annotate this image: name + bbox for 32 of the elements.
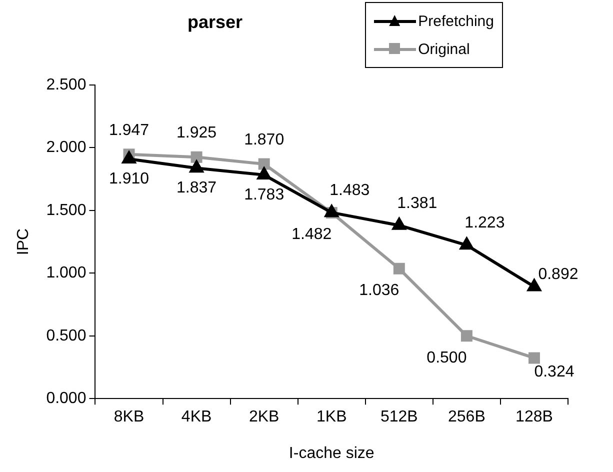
data-label: 1.483 [330,182,370,199]
x-tick-label: 8KB [114,408,144,426]
y-axis-title: IPC [15,228,32,256]
x-tick-label: 512B [380,408,418,426]
y-tick-label: 0.500 [46,327,86,344]
x-axis-title: I-cache size [288,444,374,462]
data-label: 1.381 [397,194,438,212]
y-tick-label: 1.500 [46,202,86,219]
data-label: 1.947 [108,122,150,139]
data-label: 0.892 [538,266,578,284]
data-label: 1.783 [244,186,284,204]
y-tick-label: 2.000 [46,139,86,156]
data-label: 1.837 [176,180,217,197]
data-label: 1.925 [176,124,217,142]
y-tick-label: 0.000 [46,390,86,408]
data-label: 1.910 [108,170,150,188]
y-tick-label: 2.500 [46,76,86,94]
x-tick-label: 128B [516,408,553,426]
data-label: 0.500 [426,349,467,366]
data-label: 1.870 [244,131,284,148]
x-tick-label: 2KB [248,408,280,426]
chart-title: parser [186,12,244,33]
legend-label: Prefetching [418,12,494,30]
data-label: 1.223 [464,214,505,232]
data-label: 1.482 [292,226,332,244]
y-tick-label: 1.000 [46,264,86,282]
x-tick-label: 4KB [181,408,212,426]
x-tick-label: 1KB [316,408,347,426]
legend-label: Original [418,40,470,58]
data-label: 0.324 [534,363,574,380]
x-tick-label: 256B [448,408,486,426]
data-label: 1.036 [359,282,400,300]
